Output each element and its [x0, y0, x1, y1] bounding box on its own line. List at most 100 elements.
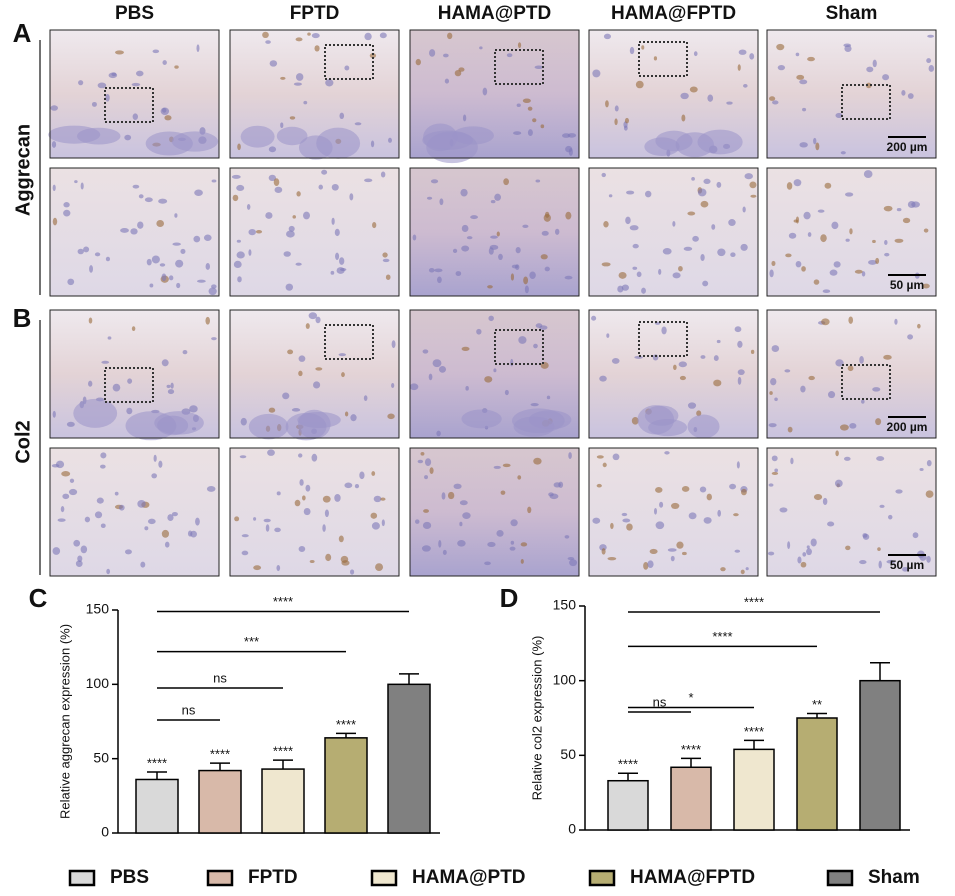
cell	[716, 181, 722, 188]
cell	[774, 397, 778, 402]
cell	[66, 421, 75, 427]
cell	[835, 359, 844, 367]
cell	[318, 184, 323, 190]
cell	[88, 380, 93, 387]
cell	[428, 373, 433, 381]
cell	[105, 94, 110, 102]
cell	[285, 283, 294, 291]
micrograph	[409, 29, 580, 164]
cell	[240, 417, 247, 426]
cell	[196, 44, 200, 52]
cell	[565, 145, 573, 153]
cell	[700, 355, 706, 359]
bone	[461, 409, 502, 429]
cell	[253, 565, 262, 571]
cell	[180, 248, 186, 254]
cell	[849, 228, 853, 235]
cell	[488, 247, 494, 255]
error-bar	[681, 757, 701, 768]
bone	[697, 129, 743, 155]
cell	[866, 66, 874, 73]
inset-box	[494, 329, 544, 365]
cell	[248, 229, 256, 236]
legend-label: HAMA@PTD	[412, 867, 526, 888]
cell	[726, 101, 733, 105]
column-header: Sham	[826, 3, 878, 24]
cell	[132, 113, 138, 120]
cell	[315, 316, 321, 324]
cell	[149, 283, 154, 288]
cell	[291, 408, 301, 412]
legend-swatch	[206, 869, 234, 887]
cell	[670, 555, 675, 562]
cell	[683, 246, 693, 251]
cell	[872, 387, 881, 392]
inset-box	[841, 84, 891, 120]
inset-box	[638, 321, 688, 357]
frame	[49, 447, 220, 577]
cell	[325, 553, 332, 562]
cell	[750, 349, 755, 355]
cell	[424, 475, 428, 480]
micrograph	[766, 29, 937, 159]
micrograph	[49, 167, 220, 297]
frame	[49, 309, 220, 439]
cell	[292, 215, 296, 219]
cell	[608, 194, 613, 198]
cell	[146, 258, 152, 266]
bar	[261, 768, 305, 834]
micrograph	[229, 29, 400, 160]
bar	[733, 748, 775, 831]
cell	[517, 475, 522, 480]
cell	[568, 452, 572, 459]
comparison-label: ns	[182, 702, 196, 717]
cell	[522, 98, 531, 104]
cell	[622, 518, 631, 523]
cell	[729, 483, 737, 490]
cell	[520, 542, 528, 547]
cell	[801, 266, 806, 272]
cell	[770, 377, 777, 386]
y-axis-label: Relative aggrecan expression (%)	[57, 624, 72, 819]
micrograph	[409, 447, 580, 577]
cell	[354, 483, 360, 489]
cell	[509, 546, 516, 551]
comparison-label: ns	[653, 694, 667, 709]
cell	[136, 70, 144, 77]
cell	[771, 260, 776, 267]
cell	[125, 549, 132, 555]
cell	[681, 551, 687, 556]
cell	[504, 389, 509, 396]
panel-label: B	[13, 303, 32, 333]
cell	[516, 103, 521, 108]
cell	[50, 105, 58, 111]
cell	[380, 171, 386, 178]
cell	[371, 522, 380, 530]
cell	[52, 217, 58, 226]
cell	[248, 249, 252, 256]
inset-box	[638, 41, 688, 77]
cell	[364, 32, 372, 41]
cell	[859, 355, 864, 364]
cell	[237, 143, 241, 151]
cell	[415, 58, 421, 66]
cell	[912, 532, 919, 539]
cell	[807, 232, 812, 237]
frame	[766, 309, 937, 439]
micrograph	[48, 29, 220, 159]
cell	[895, 489, 903, 494]
cell	[527, 506, 532, 514]
cell	[510, 273, 515, 281]
cell	[793, 219, 799, 223]
comparison-label: ****	[273, 594, 293, 609]
cell	[717, 248, 726, 257]
micrograph	[229, 167, 400, 297]
cell	[164, 115, 172, 121]
cell	[415, 519, 420, 524]
cell	[917, 323, 921, 329]
cell	[289, 116, 296, 120]
comparison-label: ***	[244, 634, 259, 649]
cell	[817, 209, 825, 213]
cell	[61, 471, 71, 477]
cell	[641, 287, 646, 294]
